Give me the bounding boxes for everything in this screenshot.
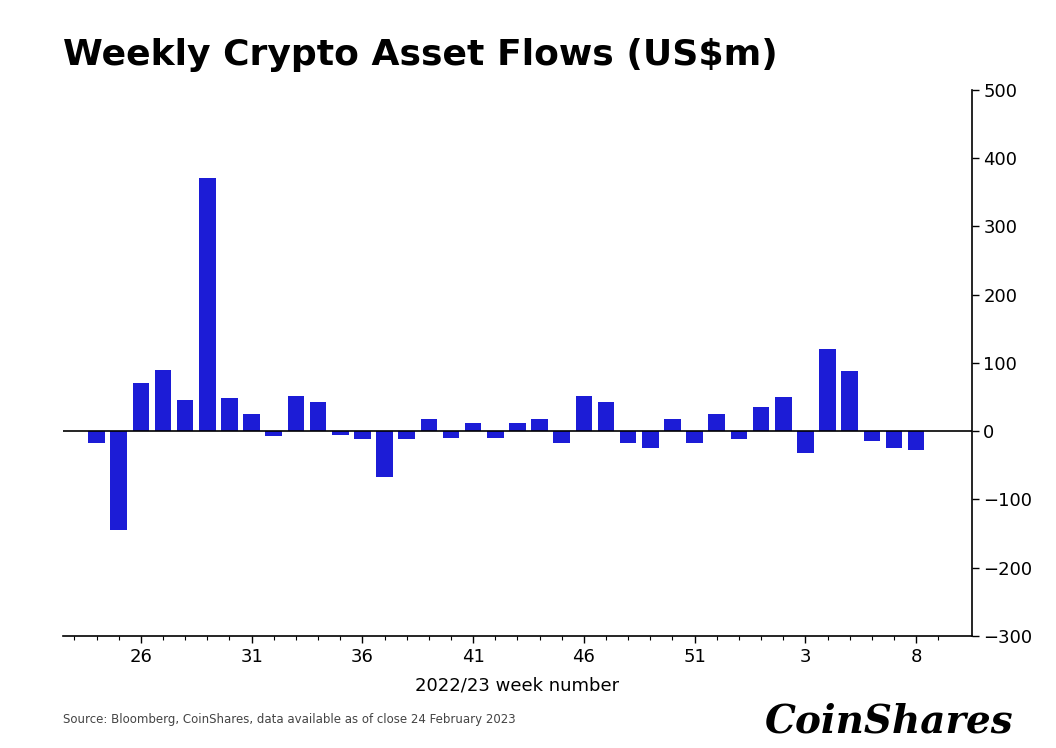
- Bar: [199, 179, 215, 431]
- Bar: [376, 431, 393, 477]
- Bar: [753, 407, 770, 431]
- Bar: [664, 419, 681, 431]
- Bar: [842, 371, 859, 431]
- Bar: [886, 431, 902, 448]
- Bar: [686, 431, 703, 444]
- Bar: [819, 349, 836, 431]
- Bar: [155, 370, 171, 431]
- Bar: [620, 431, 637, 444]
- Bar: [509, 423, 526, 431]
- Bar: [908, 431, 924, 450]
- Bar: [89, 431, 105, 444]
- Bar: [797, 431, 814, 453]
- Bar: [576, 396, 592, 431]
- Bar: [465, 423, 482, 431]
- Bar: [531, 419, 548, 431]
- Text: Source: Bloomberg, CoinShares, data available as of close 24 February 2023: Source: Bloomberg, CoinShares, data avai…: [63, 713, 516, 726]
- Bar: [553, 431, 570, 444]
- Bar: [709, 414, 725, 431]
- Bar: [487, 431, 504, 438]
- X-axis label: 2022/23 week number: 2022/23 week number: [415, 677, 620, 695]
- Bar: [354, 431, 371, 439]
- Bar: [177, 400, 193, 431]
- Bar: [309, 402, 326, 431]
- Bar: [642, 431, 659, 448]
- Bar: [265, 431, 282, 437]
- Bar: [332, 431, 348, 435]
- Bar: [864, 431, 880, 441]
- Bar: [287, 396, 304, 431]
- Bar: [111, 431, 127, 530]
- Bar: [221, 398, 238, 431]
- Text: CoinShares: CoinShares: [766, 702, 1014, 741]
- Bar: [442, 431, 459, 438]
- Bar: [243, 414, 260, 431]
- Bar: [598, 402, 615, 431]
- Bar: [398, 431, 415, 439]
- Bar: [731, 431, 748, 439]
- Bar: [133, 383, 149, 431]
- Bar: [775, 397, 792, 431]
- Bar: [420, 419, 437, 431]
- Text: Weekly Crypto Asset Flows (US$m): Weekly Crypto Asset Flows (US$m): [63, 37, 778, 72]
